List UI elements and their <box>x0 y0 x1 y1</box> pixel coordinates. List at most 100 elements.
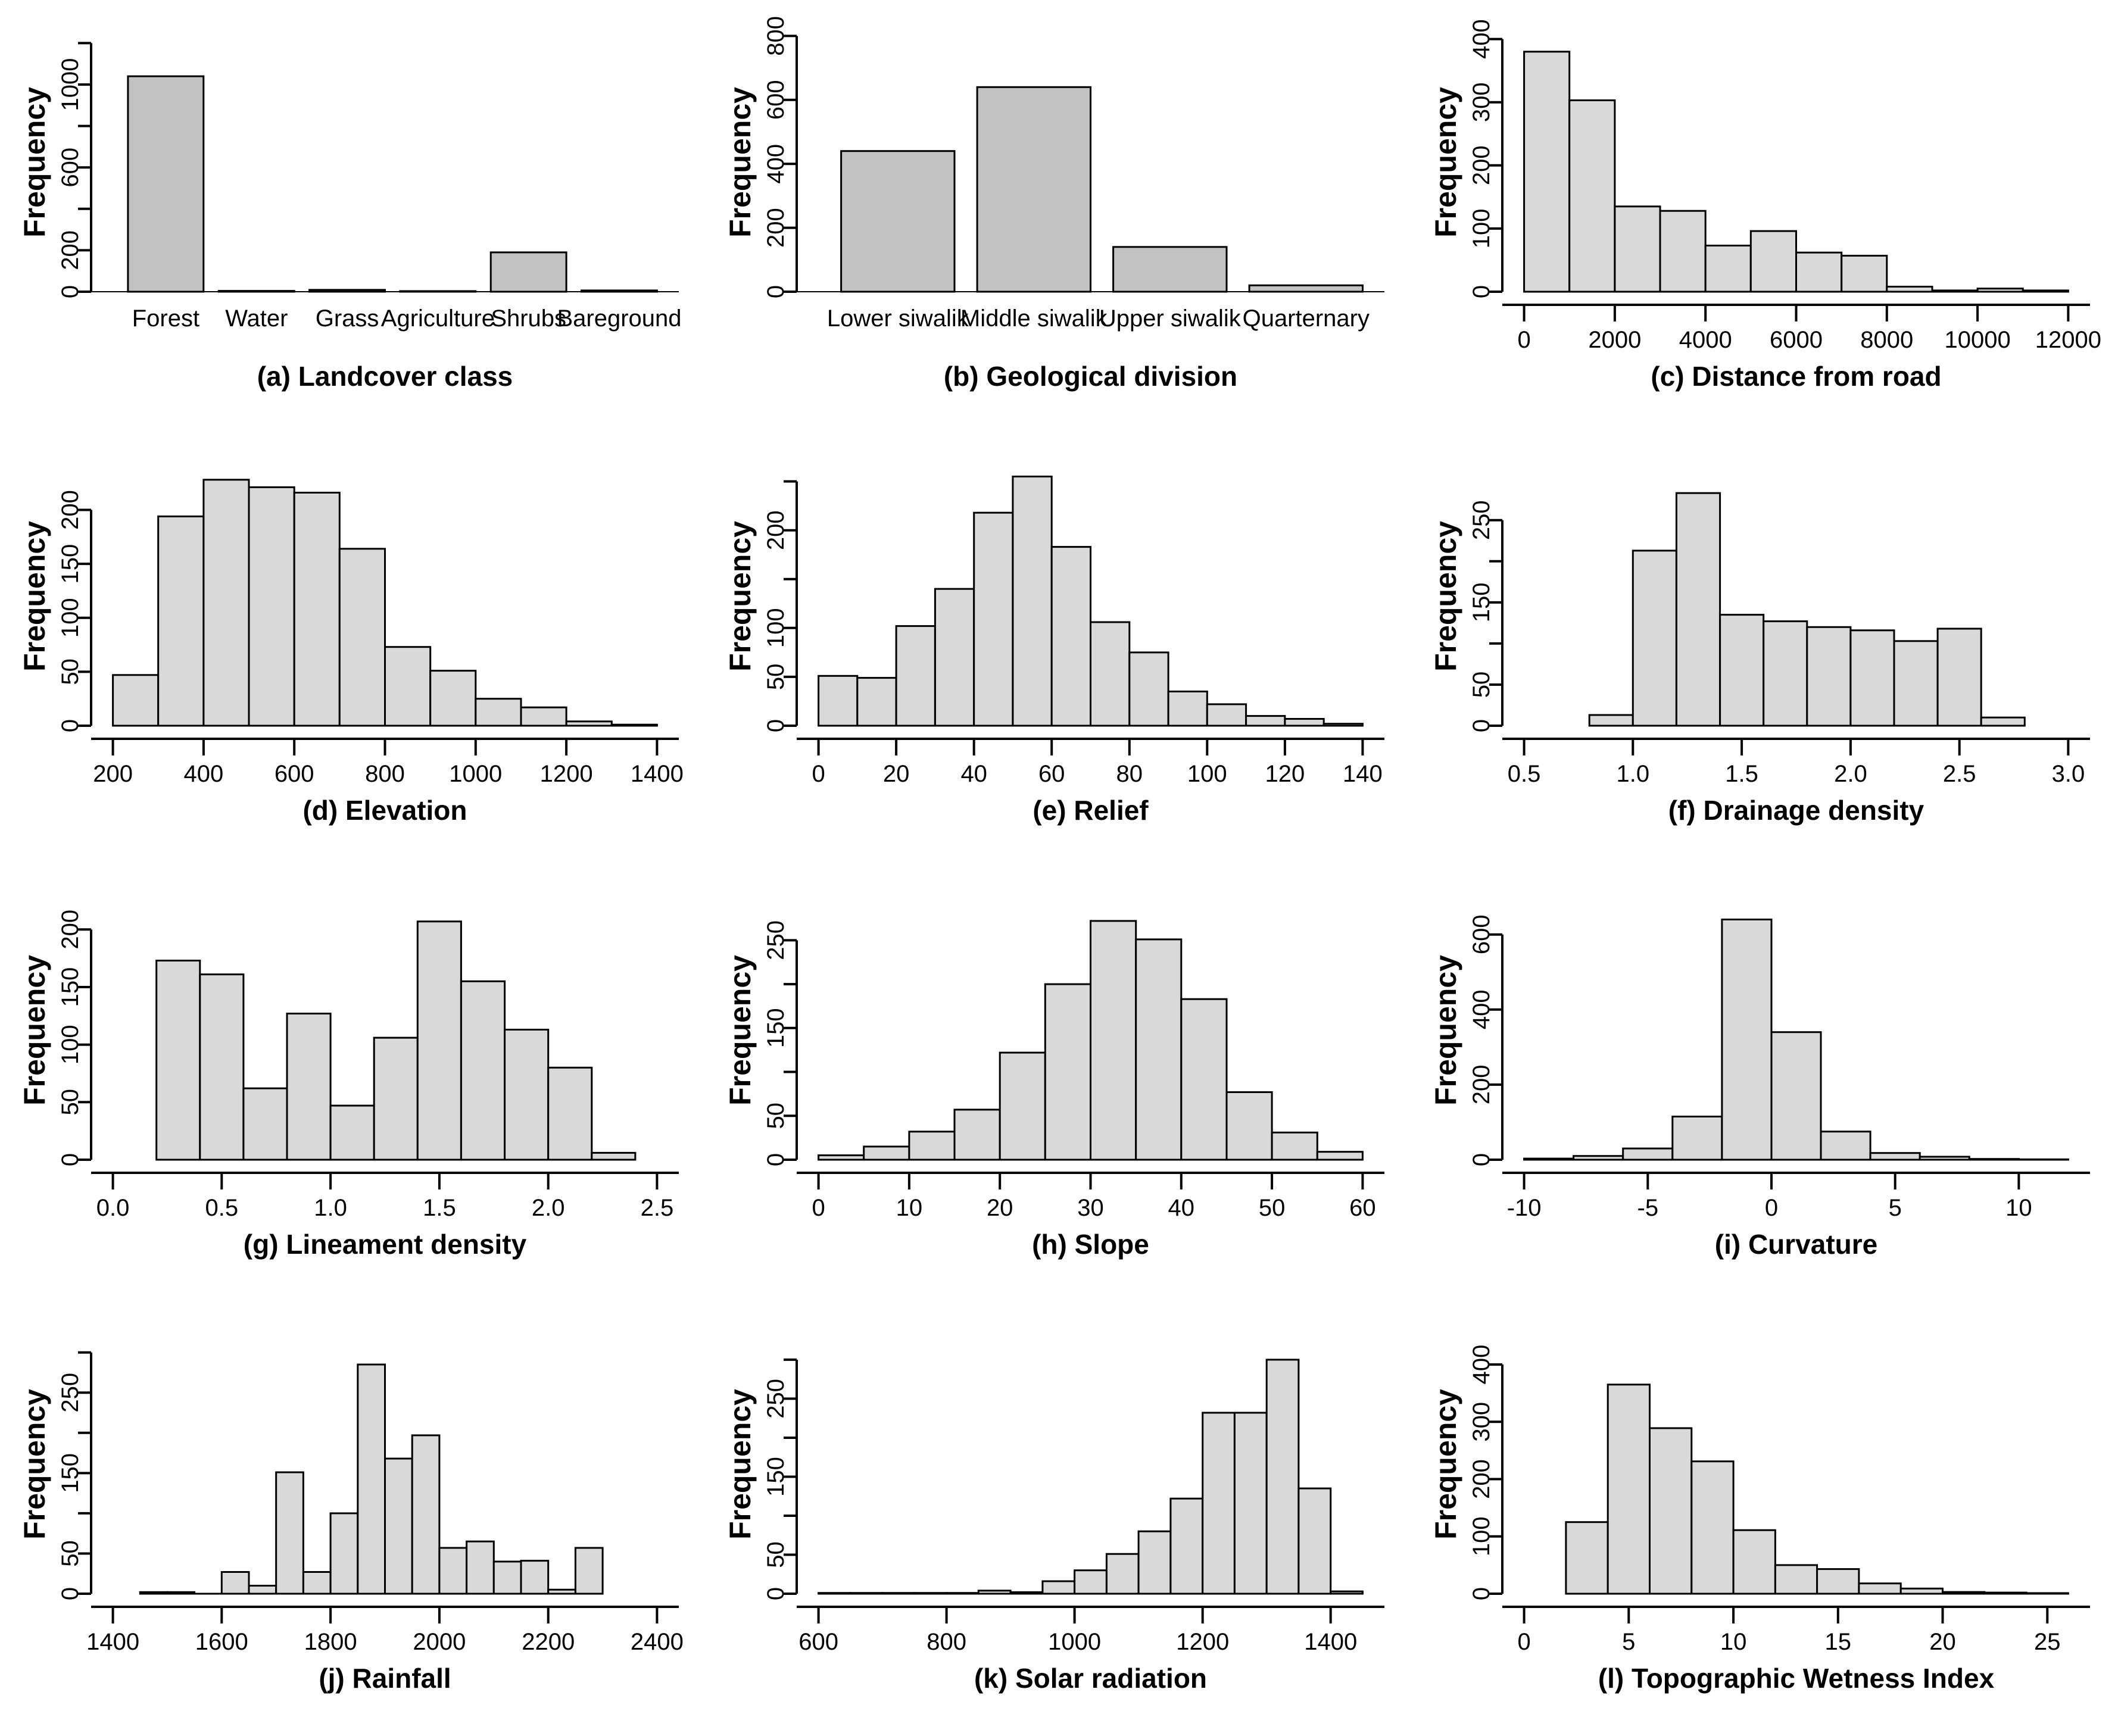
svg-text:0.0: 0.0 <box>96 1195 130 1221</box>
x-axis <box>91 1172 679 1189</box>
svg-text:200: 200 <box>763 510 789 550</box>
x-axis <box>797 1606 1384 1623</box>
svg-text:1200: 1200 <box>1176 1629 1229 1655</box>
svg-text:150: 150 <box>57 1453 83 1493</box>
panel-caption: (a) Landcover class <box>257 361 513 392</box>
x-tick-labels: 0.5 1.0 1.5 2.0 2.5 3.0 <box>1508 761 2085 787</box>
svg-text:10: 10 <box>1720 1629 1747 1655</box>
svg-text:200: 200 <box>57 490 83 530</box>
svg-text:Agriculture: Agriculture <box>381 305 495 332</box>
svg-text:10: 10 <box>2005 1195 2032 1221</box>
svg-text:800: 800 <box>927 1629 966 1655</box>
y-axis-label: Frequency <box>723 521 757 672</box>
panel-caption: (c) Distance from road <box>1651 361 1941 392</box>
svg-text:1.0: 1.0 <box>1616 761 1649 787</box>
panel-caption: (k) Solar radiation <box>974 1663 1207 1694</box>
panel-distance-from-road-svg: 0 100 200 300 400 Frequency 0 2000 4000 6000 8000 1… <box>1411 0 2117 434</box>
svg-text:150: 150 <box>1468 583 1495 623</box>
panel-topographic-wetness-index: 0 100 200 300 400 Frequency 0 5 10 15 20 25 (l) Topo… <box>1411 1302 2117 1736</box>
svg-text:100: 100 <box>1187 761 1227 787</box>
svg-text:0: 0 <box>1765 1195 1778 1221</box>
svg-text:150: 150 <box>57 544 83 584</box>
y-axis <box>784 480 798 727</box>
svg-text:2400: 2400 <box>631 1629 684 1655</box>
y-axis <box>1489 38 1504 293</box>
svg-text:100: 100 <box>57 598 83 638</box>
svg-text:0: 0 <box>57 719 83 732</box>
svg-text:0: 0 <box>812 761 825 787</box>
panel-relief: 0 50 100 200 Frequency 0 20 40 60 80 100 120 140 (e) … <box>706 434 1411 868</box>
y-axis-label: Frequency <box>18 1389 51 1540</box>
svg-text:30: 30 <box>1077 1195 1104 1221</box>
x-tick-labels: -10 -5 0 5 10 <box>1507 1195 2032 1221</box>
panel-caption: (d) Elevation <box>302 795 467 826</box>
svg-text:Forest: Forest <box>132 305 199 332</box>
svg-text:2.0: 2.0 <box>532 1195 565 1221</box>
panel-geological-division: 0 200 400 600 800 Frequency Lower siwalik Middl… <box>706 0 1411 434</box>
histogram-bars <box>1523 919 2069 1161</box>
histogram-bars <box>112 479 658 727</box>
svg-text:300: 300 <box>1468 82 1495 122</box>
panel-caption: (l) Topographic Wetness Index <box>1598 1663 1995 1694</box>
svg-text:50: 50 <box>57 1089 83 1116</box>
svg-text:Bareground: Bareground <box>557 305 681 332</box>
svg-text:1600: 1600 <box>195 1629 248 1655</box>
svg-text:2.5: 2.5 <box>1943 761 1976 787</box>
panel-caption: (g) Lineament density <box>244 1229 527 1260</box>
svg-text:50: 50 <box>763 1541 789 1568</box>
svg-text:800: 800 <box>763 16 789 56</box>
svg-text:0: 0 <box>1517 327 1530 353</box>
svg-text:200: 200 <box>57 910 83 950</box>
y-axis <box>78 508 92 727</box>
svg-text:Lower siwalik: Lower siwalik <box>827 305 969 332</box>
svg-text:20: 20 <box>987 1195 1013 1221</box>
svg-text:2.0: 2.0 <box>1834 761 1867 787</box>
panel-elevation: 0 50 100 150 200 Frequency 200 400 600 800 1000 120… <box>0 434 706 868</box>
y-axis <box>784 939 798 1161</box>
svg-text:800: 800 <box>365 761 405 787</box>
svg-text:200: 200 <box>57 230 83 270</box>
y-axis <box>1489 1363 1504 1595</box>
category-bars <box>127 75 658 293</box>
svg-text:1.5: 1.5 <box>1725 761 1758 787</box>
svg-text:0: 0 <box>1468 285 1495 298</box>
histogram-bars <box>139 1363 604 1595</box>
y-axis-label: Frequency <box>1429 87 1462 238</box>
svg-text:15: 15 <box>1825 1629 1852 1655</box>
y-tick-labels: 0 200 400 600 <box>1468 914 1495 1166</box>
panel-caption: (h) Slope <box>1032 1229 1149 1260</box>
y-axis-label: Frequency <box>1429 955 1462 1106</box>
y-axis-label: Frequency <box>1429 1389 1462 1540</box>
svg-text:200: 200 <box>763 208 789 248</box>
y-axis <box>784 35 798 293</box>
svg-text:50: 50 <box>1259 1195 1286 1221</box>
svg-text:50: 50 <box>57 1540 83 1567</box>
svg-text:-10: -10 <box>1507 1195 1542 1221</box>
y-tick-labels: 0 50 150 250 <box>57 1373 83 1600</box>
svg-text:200: 200 <box>1468 1459 1495 1499</box>
svg-text:6000: 6000 <box>1770 327 1823 353</box>
svg-text:1400: 1400 <box>86 1629 139 1655</box>
svg-text:4000: 4000 <box>1679 327 1732 353</box>
svg-text:0: 0 <box>763 719 789 732</box>
panel-background <box>0 0 706 434</box>
svg-text:80: 80 <box>1116 761 1143 787</box>
svg-text:12000: 12000 <box>2035 327 2101 353</box>
svg-text:Water: Water <box>225 305 288 332</box>
panel-rainfall: 0 50 150 250 Frequency 1400 1600 1800 2000 2200 24… <box>0 1302 706 1736</box>
panel-caption: (j) Rainfall <box>319 1663 451 1694</box>
svg-text:10: 10 <box>896 1195 923 1221</box>
svg-text:50: 50 <box>57 658 83 685</box>
svg-text:2.5: 2.5 <box>641 1195 674 1221</box>
svg-text:400: 400 <box>1468 1345 1495 1385</box>
svg-text:0: 0 <box>763 285 789 298</box>
svg-text:600: 600 <box>798 1629 838 1655</box>
y-tick-labels: 0 50 100 150 200 <box>57 910 83 1166</box>
x-tick-labels: 0 5 10 15 20 25 <box>1517 1629 2060 1655</box>
y-axis <box>78 928 92 1161</box>
panel-geological-division-svg: 0 200 400 600 800 Frequency Lower siwalikMiddl… <box>706 0 1411 434</box>
